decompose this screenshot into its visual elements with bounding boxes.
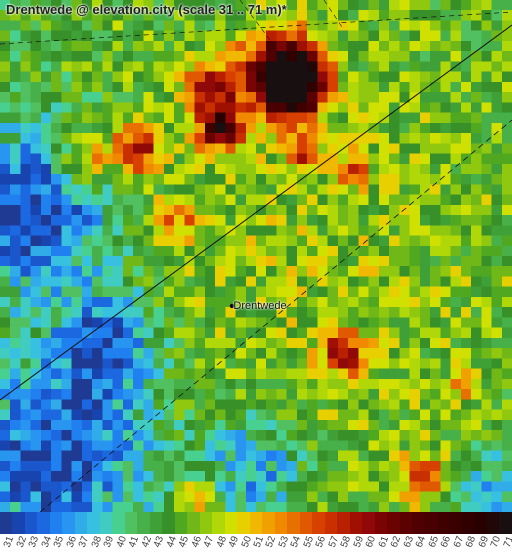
legend-seg [449, 512, 461, 534]
legend-tick: 49 [227, 535, 241, 549]
legend-tick: 68 [464, 535, 478, 549]
legend-tick: 54 [289, 535, 303, 549]
legend-seg [200, 512, 212, 534]
legend-seg [325, 512, 337, 534]
legend-seg [187, 512, 199, 534]
legend-tick: 62 [389, 535, 403, 549]
legend-seg [225, 512, 237, 534]
legend-seg [300, 512, 312, 534]
legend-tick: 37 [77, 535, 91, 549]
legend-tick: 52 [264, 535, 278, 549]
legend-seg [424, 512, 436, 534]
legend-seg [337, 512, 349, 534]
legend-seg [350, 512, 362, 534]
legend-tick: 69 [477, 535, 491, 549]
legend-seg [175, 512, 187, 534]
legend-tick: 46 [189, 535, 203, 549]
legend-seg [112, 512, 124, 534]
legend-tick: 39 [102, 535, 116, 549]
legend-seg [487, 512, 499, 534]
legend-seg [37, 512, 49, 534]
legend-tick: 41 [127, 535, 141, 549]
legend-tick: 66 [439, 535, 453, 549]
legend-seg [75, 512, 87, 534]
legend-seg [400, 512, 412, 534]
legend-seg [237, 512, 249, 534]
legend-ticks: 3132333435363738394041424344454647484950… [0, 534, 512, 560]
legend-tick: 50 [239, 535, 253, 549]
legend-tick: 64 [414, 535, 428, 549]
heatmap-canvas [0, 0, 512, 512]
legend-seg [150, 512, 162, 534]
legend-seg [375, 512, 387, 534]
legend-tick: 70 [489, 535, 503, 549]
legend-tick: 33 [27, 535, 41, 549]
page-title: Drentwede @ elevation.city (scale 31 .. … [6, 2, 287, 17]
legend-seg [437, 512, 449, 534]
legend-seg [87, 512, 99, 534]
legend-tick: 44 [164, 535, 178, 549]
legend-seg [12, 512, 24, 534]
color-legend: 3132333435363738394041424344454647484950… [0, 512, 512, 560]
legend-tick: 63 [402, 535, 416, 549]
legend-seg [25, 512, 37, 534]
legend-seg [474, 512, 486, 534]
legend-tick: 43 [152, 535, 166, 549]
legend-tick: 60 [364, 535, 378, 549]
elevation-map: Drentwede [0, 0, 512, 512]
legend-tick: 40 [115, 535, 129, 549]
legend-tick: 32 [15, 535, 29, 549]
legend-tick: 34 [40, 535, 54, 549]
legend-seg [212, 512, 224, 534]
legend-seg [262, 512, 274, 534]
legend-seg [162, 512, 174, 534]
legend-tick: 47 [202, 535, 216, 549]
legend-seg [250, 512, 262, 534]
legend-seg [50, 512, 62, 534]
legend-seg [362, 512, 374, 534]
legend-tick: 45 [177, 535, 191, 549]
legend-tick: 56 [314, 535, 328, 549]
legend-tick: 67 [452, 535, 466, 549]
legend-tick: 71 [502, 535, 512, 549]
legend-tick: 65 [427, 535, 441, 549]
place-label: Drentwede [233, 300, 286, 312]
legend-bar [0, 512, 512, 534]
legend-seg [0, 512, 12, 534]
legend-seg [312, 512, 324, 534]
legend-seg [387, 512, 399, 534]
legend-tick: 35 [52, 535, 66, 549]
legend-seg [100, 512, 112, 534]
legend-seg [412, 512, 424, 534]
legend-tick: 48 [214, 535, 228, 549]
legend-tick: 58 [339, 535, 353, 549]
legend-seg [125, 512, 137, 534]
legend-seg [287, 512, 299, 534]
legend-seg [137, 512, 149, 534]
legend-tick: 38 [90, 535, 104, 549]
legend-seg [62, 512, 74, 534]
legend-seg [499, 512, 511, 534]
legend-seg [462, 512, 474, 534]
legend-tick: 42 [140, 535, 154, 549]
legend-seg [275, 512, 287, 534]
legend-tick: 31 [2, 535, 16, 549]
legend-tick: 36 [65, 535, 79, 549]
